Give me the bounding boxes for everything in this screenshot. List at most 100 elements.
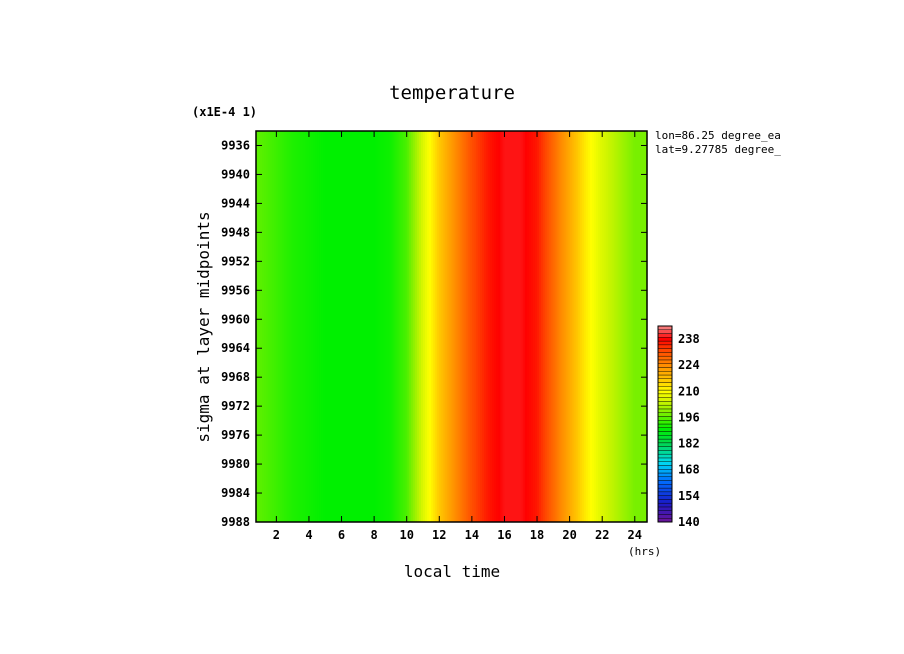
field-slice: [384, 131, 387, 522]
colorbar-swatch: [657, 374, 673, 379]
field-slice: [262, 131, 265, 522]
field-slice: [600, 131, 603, 522]
colorbar-tick-label: 238: [678, 332, 700, 346]
x-tick-label: 8: [370, 528, 377, 542]
field-slice: [508, 131, 512, 522]
field-slice: [510, 131, 514, 522]
field-slice: [624, 131, 628, 522]
field-slice: [567, 131, 571, 522]
field-slice: [443, 131, 446, 522]
field-slice: [313, 131, 316, 522]
colorbar-swatch: [657, 333, 673, 338]
y-axis-label: sigma at layer midpoints: [194, 211, 213, 442]
y-scale-note: (x1E-4 1): [192, 105, 257, 119]
field-slice: [329, 131, 332, 522]
field-slice: [402, 131, 406, 522]
x-units-label: (hrs): [628, 545, 661, 558]
colorbar-swatch: [657, 450, 673, 455]
colorbar-swatch: [657, 465, 673, 470]
field-slice: [368, 131, 371, 522]
field-slice: [290, 131, 294, 522]
field-slice: [306, 131, 310, 522]
field-slice: [573, 131, 577, 522]
field-slice: [315, 131, 318, 522]
field-slice: [258, 131, 261, 522]
field-slice: [390, 131, 394, 522]
field-slice: [520, 131, 524, 522]
x-tick-label: 20: [562, 528, 576, 542]
field-slice: [467, 131, 471, 522]
info-lon: lon=86.25 degree_ea: [655, 129, 781, 142]
colorbar-swatch: [657, 495, 673, 500]
field-slice: [612, 131, 616, 522]
colorbar-swatch: [657, 469, 673, 474]
field-slice: [284, 131, 288, 522]
field-slice: [500, 131, 504, 522]
colorbar-swatch: [657, 340, 673, 346]
y-tick-label: 9948: [221, 225, 250, 239]
field-slice: [400, 131, 404, 522]
field-slice: [431, 131, 434, 522]
field-slice: [618, 131, 622, 522]
field-slice: [594, 131, 597, 522]
field-slice: [541, 131, 544, 522]
field-slice: [425, 131, 428, 522]
field-slice: [579, 131, 583, 522]
field-slice: [274, 131, 277, 522]
colorbar-swatch: [657, 404, 673, 410]
y-tick-label: 9952: [221, 254, 250, 268]
x-tick-label: 16: [497, 528, 511, 542]
field-slice: [398, 131, 402, 522]
field-slice: [308, 131, 312, 522]
colorbar-swatch: [657, 348, 673, 353]
colorbar-swatch: [657, 412, 673, 417]
field-slice: [404, 131, 408, 522]
field-slice: [512, 131, 516, 522]
field-slice: [498, 131, 501, 522]
field-slice: [327, 131, 330, 522]
colorbar-swatch: [657, 446, 673, 451]
field-slice: [592, 131, 595, 522]
field-slice: [300, 131, 304, 522]
colorbar-swatch: [657, 393, 673, 398]
field-slice: [374, 131, 377, 522]
field-slice: [416, 131, 420, 522]
colorbar-swatch: [657, 427, 673, 432]
field-slice: [571, 131, 575, 522]
field-slice: [378, 131, 381, 522]
field-slice: [480, 131, 483, 522]
field-slice: [414, 131, 418, 522]
field-slice: [256, 131, 259, 522]
field-slice: [412, 131, 416, 522]
field-slice: [545, 131, 548, 522]
colorbar-swatch: [657, 371, 673, 376]
field-slice: [343, 131, 347, 522]
x-tick-label: 4: [305, 528, 312, 542]
field-slice: [494, 131, 497, 522]
colorbar-swatch: [657, 401, 673, 406]
field-slice: [408, 131, 412, 522]
field-slice: [302, 131, 306, 522]
field-slice: [386, 131, 389, 522]
field-slice: [638, 131, 642, 522]
field-slice: [280, 131, 284, 522]
y-tick-label: 9984: [221, 486, 250, 500]
field-slice: [539, 131, 542, 522]
colorbar-swatch: [657, 325, 673, 330]
field-slice: [382, 131, 385, 522]
field-slice: [642, 131, 646, 522]
colorbar-swatch: [657, 408, 673, 413]
field-slice: [353, 131, 357, 522]
chart-title: temperature: [389, 82, 515, 104]
field-slice: [455, 131, 459, 522]
field-slice: [363, 131, 367, 522]
field-slice: [355, 131, 359, 522]
field-slice: [461, 131, 465, 522]
colorbar-swatch: [657, 431, 673, 436]
colorbar-tick-label: 196: [678, 410, 700, 424]
field-slice: [636, 131, 640, 522]
field-slice: [286, 131, 290, 522]
y-tick-label: 9972: [221, 399, 250, 413]
y-tick-label: 9976: [221, 428, 250, 442]
colorbar-tick-label: 210: [678, 384, 700, 398]
